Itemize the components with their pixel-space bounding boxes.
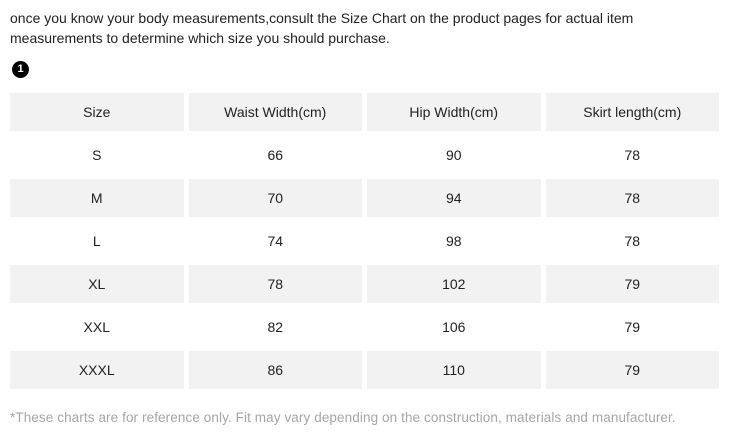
column-header-waist-width: Waist Width(cm): [188, 92, 362, 131]
size-cell: S: [10, 135, 184, 174]
waist-width-cell: 82: [188, 307, 362, 346]
skirt-length-cell: 79: [545, 264, 719, 303]
column-header-size: Size: [10, 92, 184, 131]
size-cell: XXXL: [10, 350, 184, 389]
table-row-l: L 74 98 78: [10, 221, 719, 260]
size-cell: XL: [10, 264, 184, 303]
size-chart-table: Size Waist Width(cm) Hip Width(cm) Skirt…: [5, 88, 724, 394]
skirt-length-cell: 78: [545, 221, 719, 260]
hip-width-cell: 94: [367, 178, 541, 217]
table-row-s: S 66 90 78: [10, 135, 719, 174]
table-row-xxxl: XXXL 86 110 79: [10, 350, 719, 389]
skirt-length-cell: 78: [545, 178, 719, 217]
column-header-skirt-length: Skirt length(cm): [545, 92, 719, 131]
waist-width-cell: 66: [188, 135, 362, 174]
hip-width-cell: 98: [367, 221, 541, 260]
hip-width-cell: 110: [367, 350, 541, 389]
skirt-length-cell: 78: [545, 135, 719, 174]
table-row-xxl: XXL 82 106 79: [10, 307, 719, 346]
waist-width-cell: 70: [188, 178, 362, 217]
intro-text: once you know your body measurements,con…: [10, 10, 634, 47]
waist-width-cell: 86: [188, 350, 362, 389]
size-cell: XXL: [10, 307, 184, 346]
column-header-hip-width: Hip Width(cm): [367, 92, 541, 131]
waist-width-cell: 78: [188, 264, 362, 303]
step-1-badge-number: 1: [17, 63, 24, 76]
reference-disclaimer: *These charts are for reference only. Fi…: [10, 409, 676, 425]
size-cell: M: [10, 178, 184, 217]
hip-width-cell: 102: [367, 264, 541, 303]
size-cell: L: [10, 221, 184, 260]
waist-width-cell: 74: [188, 221, 362, 260]
table-header-row: Size Waist Width(cm) Hip Width(cm) Skirt…: [10, 92, 719, 131]
table-row-m: M 70 94 78: [10, 178, 719, 217]
skirt-length-cell: 79: [545, 350, 719, 389]
step-1-badge: 1: [12, 60, 29, 78]
skirt-length-cell: 79: [545, 307, 719, 346]
hip-width-cell: 90: [367, 135, 541, 174]
hip-width-cell: 106: [367, 307, 541, 346]
table-row-xl: XL 78 102 79: [10, 264, 719, 303]
